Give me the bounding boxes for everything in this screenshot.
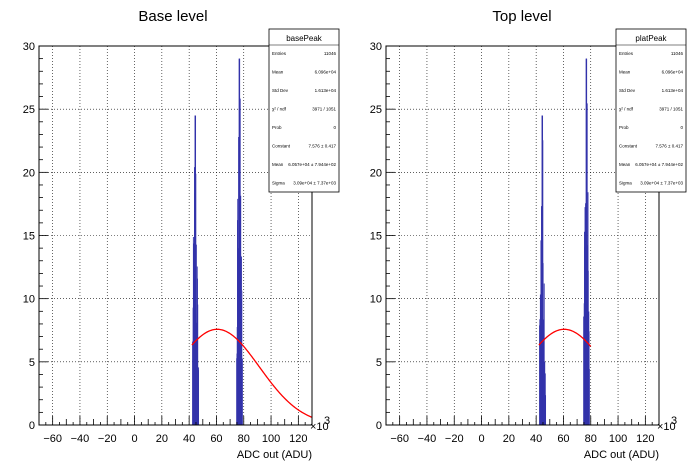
y-tick-label: 10 — [23, 294, 35, 306]
stats-value: 0 — [680, 125, 683, 130]
x-tick-label: 0 — [131, 433, 137, 445]
stats-value: 0 — [333, 125, 336, 130]
x-tick-label: 100 — [609, 433, 627, 445]
y-tick-label: 20 — [23, 167, 35, 179]
stats-box: basePeak Entries 11046 Mean 6.096e+04 Std Dev… — [268, 28, 340, 193]
fit-curve — [538, 328, 592, 347]
x-tick-label: −40 — [418, 433, 437, 445]
stats-label: χ² / ndf — [272, 107, 287, 112]
stats-value: 6.096e+04 — [315, 70, 337, 75]
x-tick-label: 40 — [530, 433, 542, 445]
x-multiplier-exponent: 3 — [671, 415, 677, 427]
x-tick-label: 0 — [478, 433, 484, 445]
stats-label: Std Dev — [272, 88, 289, 93]
stats-label: Entries — [619, 51, 634, 56]
stats-value: 6.057e+04 ± 7.944e+02 — [635, 162, 683, 167]
histogram-series — [192, 58, 243, 425]
x-tick-label: 80 — [585, 433, 597, 445]
y-tick-label: 15 — [370, 231, 382, 243]
fit-curve — [191, 328, 313, 418]
stats-label: Sigma — [619, 181, 632, 186]
x-tick-label: 20 — [503, 433, 515, 445]
stats-label: Mean — [272, 70, 284, 75]
y-tick-label: 25 — [370, 104, 382, 116]
x-tick-label: 120 — [289, 433, 307, 445]
x-multiplier-exponent: 3 — [324, 415, 330, 427]
stats-value: 6.096e+04 — [662, 70, 684, 75]
x-tick-label: 80 — [238, 433, 250, 445]
x-tick-label: −20 — [445, 433, 464, 445]
stats-value: 11046 — [324, 51, 337, 56]
x-tick-label: 60 — [557, 433, 569, 445]
stats-box-frame — [615, 28, 687, 193]
chart-title: Top level — [492, 8, 551, 25]
stats-label: Entries — [272, 51, 287, 56]
stats-title: platPeak — [635, 34, 667, 43]
stats-label: Mean — [619, 162, 631, 167]
y-tick-label: 30 — [370, 41, 382, 53]
x-tick-label: 40 — [183, 433, 195, 445]
stats-label: Mean — [272, 162, 284, 167]
y-tick-label: 5 — [376, 357, 382, 369]
stats-label: χ² / ndf — [619, 107, 634, 112]
stats-label: Mean — [619, 70, 631, 75]
stats-label: Std Dev — [619, 88, 636, 93]
y-tick-label: 5 — [29, 357, 35, 369]
stats-value: 11046 — [671, 51, 684, 56]
y-tick-label: 0 — [376, 420, 382, 432]
stats-value: 3971 / 1051 — [659, 107, 683, 112]
x-tick-label: −60 — [390, 433, 409, 445]
y-tick-label: 20 — [370, 167, 382, 179]
y-tick-label: 10 — [370, 294, 382, 306]
y-tick-label: 0 — [29, 420, 35, 432]
x-tick-label: 60 — [210, 433, 222, 445]
stats-value: 1.613e+04 — [315, 88, 337, 93]
stats-value: 6.057e+04 ± 7.944e+02 — [288, 162, 336, 167]
stats-value: 7.576 ± 0.417 — [309, 144, 337, 149]
y-tick-label: 15 — [23, 231, 35, 243]
stats-box: platPeak Entries 11046 Mean 6.096e+04 Std Dev… — [615, 28, 687, 193]
x-tick-label: 20 — [156, 433, 168, 445]
stats-label: Constant — [619, 144, 638, 149]
stats-label: Prob — [272, 125, 282, 130]
stats-label: Sigma — [272, 181, 285, 186]
x-tick-label: 120 — [636, 433, 654, 445]
y-tick-label: 30 — [23, 41, 35, 53]
y-tick-label: 25 — [23, 104, 35, 116]
stats-title: basePeak — [286, 34, 323, 43]
stats-box-frame — [268, 28, 340, 193]
x-tick-label: 100 — [262, 433, 280, 445]
stats-label: Prob — [619, 125, 629, 130]
stats-label: Constant — [272, 144, 291, 149]
x-tick-label: −40 — [71, 433, 90, 445]
x-axis-label: ADC out (ADU) — [237, 449, 312, 461]
panel-base-level: Base level −60 −40 −20 0 20 40 60 80 100 120 0 5 10 15… — [23, 8, 340, 461]
x-multiplier: ×10 — [310, 421, 329, 433]
stats-value: 1.613e+04 — [662, 88, 684, 93]
histogram-series — [539, 58, 590, 425]
panel-top-level: Top level −60 −40 −20 0 20 40 60 80 100 120 0 5 10 15 2… — [370, 8, 687, 461]
x-tick-label: −20 — [98, 433, 117, 445]
stats-value: 3971 / 1051 — [312, 107, 336, 112]
stats-value: 3.09e+04 ± 7.37e+03 — [293, 181, 336, 186]
stats-value: 7.576 ± 0.417 — [656, 144, 684, 149]
x-tick-label: −60 — [43, 433, 62, 445]
stats-value: 3.09e+04 ± 7.37e+03 — [640, 181, 683, 186]
x-axis-label: ADC out (ADU) — [584, 449, 659, 461]
x-multiplier: ×10 — [657, 421, 676, 433]
chart-title: Base level — [138, 8, 207, 25]
